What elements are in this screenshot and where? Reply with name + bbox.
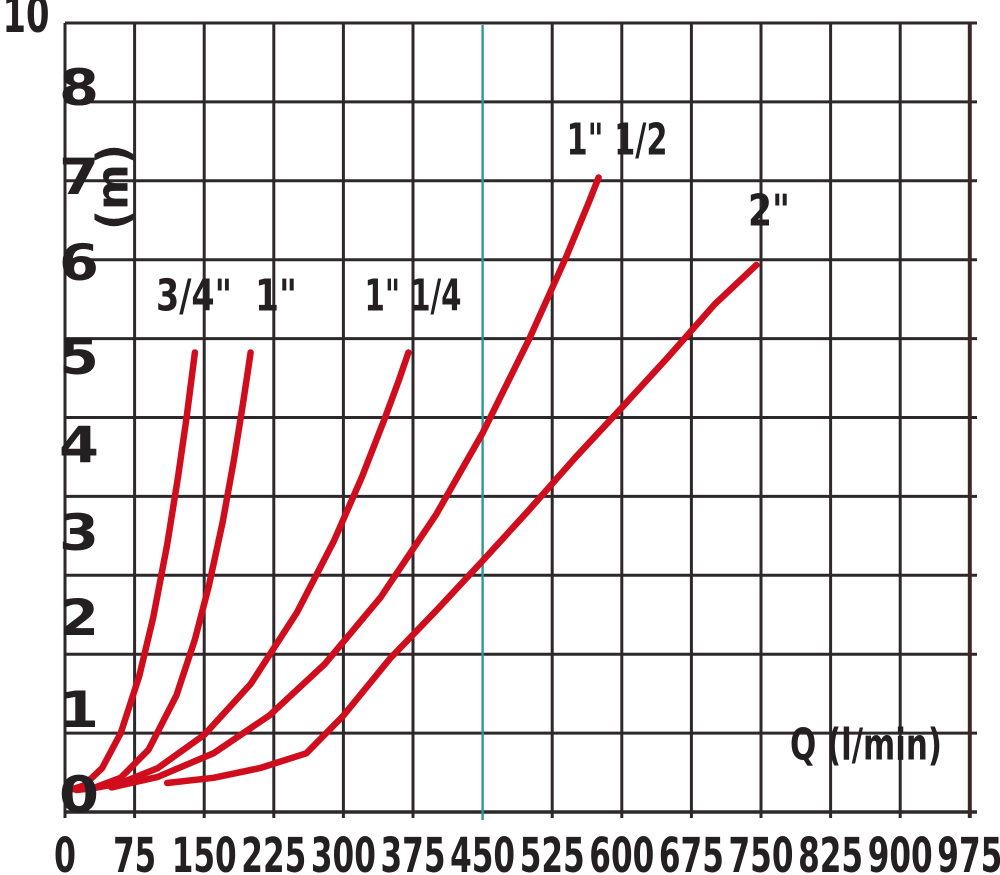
y-tick-label: 3	[59, 504, 99, 562]
y-tick-label: 6	[59, 234, 99, 292]
x-tick-label: 525	[520, 828, 585, 875]
y-tick-label: 7	[59, 148, 99, 206]
curve-3-4in	[66, 349, 199, 794]
y-axis-title: (m)	[88, 144, 139, 230]
y-tick-label: 1	[59, 681, 99, 739]
curve-2in	[163, 261, 760, 787]
x-tick-label: 825	[798, 828, 863, 875]
x-tick-label: 600	[589, 828, 654, 875]
y-tick-label: 5	[59, 328, 99, 386]
curve-label-1-1-4in: 1" 1/4	[365, 271, 462, 322]
curve-label-3-4in: 3/4"	[156, 271, 232, 322]
x-axis-title: Q (l/min)	[790, 720, 942, 771]
y-tick-label: 4	[59, 416, 99, 474]
x-tick-label: 300	[311, 828, 376, 875]
x-tick-label: 0	[54, 828, 76, 875]
curve-1-1-2in	[108, 174, 602, 791]
y-tick-label: 0	[59, 766, 99, 824]
x-tick-label: 975	[937, 828, 1000, 875]
curve-1in	[72, 349, 254, 794]
x-tick-label: 150	[172, 828, 237, 875]
curve-label-1in: 1"	[255, 271, 297, 322]
x-tick-label: 900	[868, 828, 933, 875]
x-tick-label: 225	[241, 828, 306, 875]
curve-label-2in: 2"	[748, 186, 790, 237]
x-tick-label: 750	[729, 828, 794, 875]
y-tick-label: 10	[3, 0, 50, 44]
curve-1-1-4in	[89, 349, 412, 792]
x-tick-label: 375	[381, 828, 446, 875]
y-tick-label: 8	[59, 59, 99, 117]
x-tick-label: 450	[450, 828, 515, 875]
y-tick-label: 2	[59, 589, 99, 647]
x-tick-label: 675	[659, 828, 724, 875]
x-tick-label: 75	[113, 828, 156, 875]
curve-label-1-1-2in: 1" 1/2	[567, 115, 668, 166]
